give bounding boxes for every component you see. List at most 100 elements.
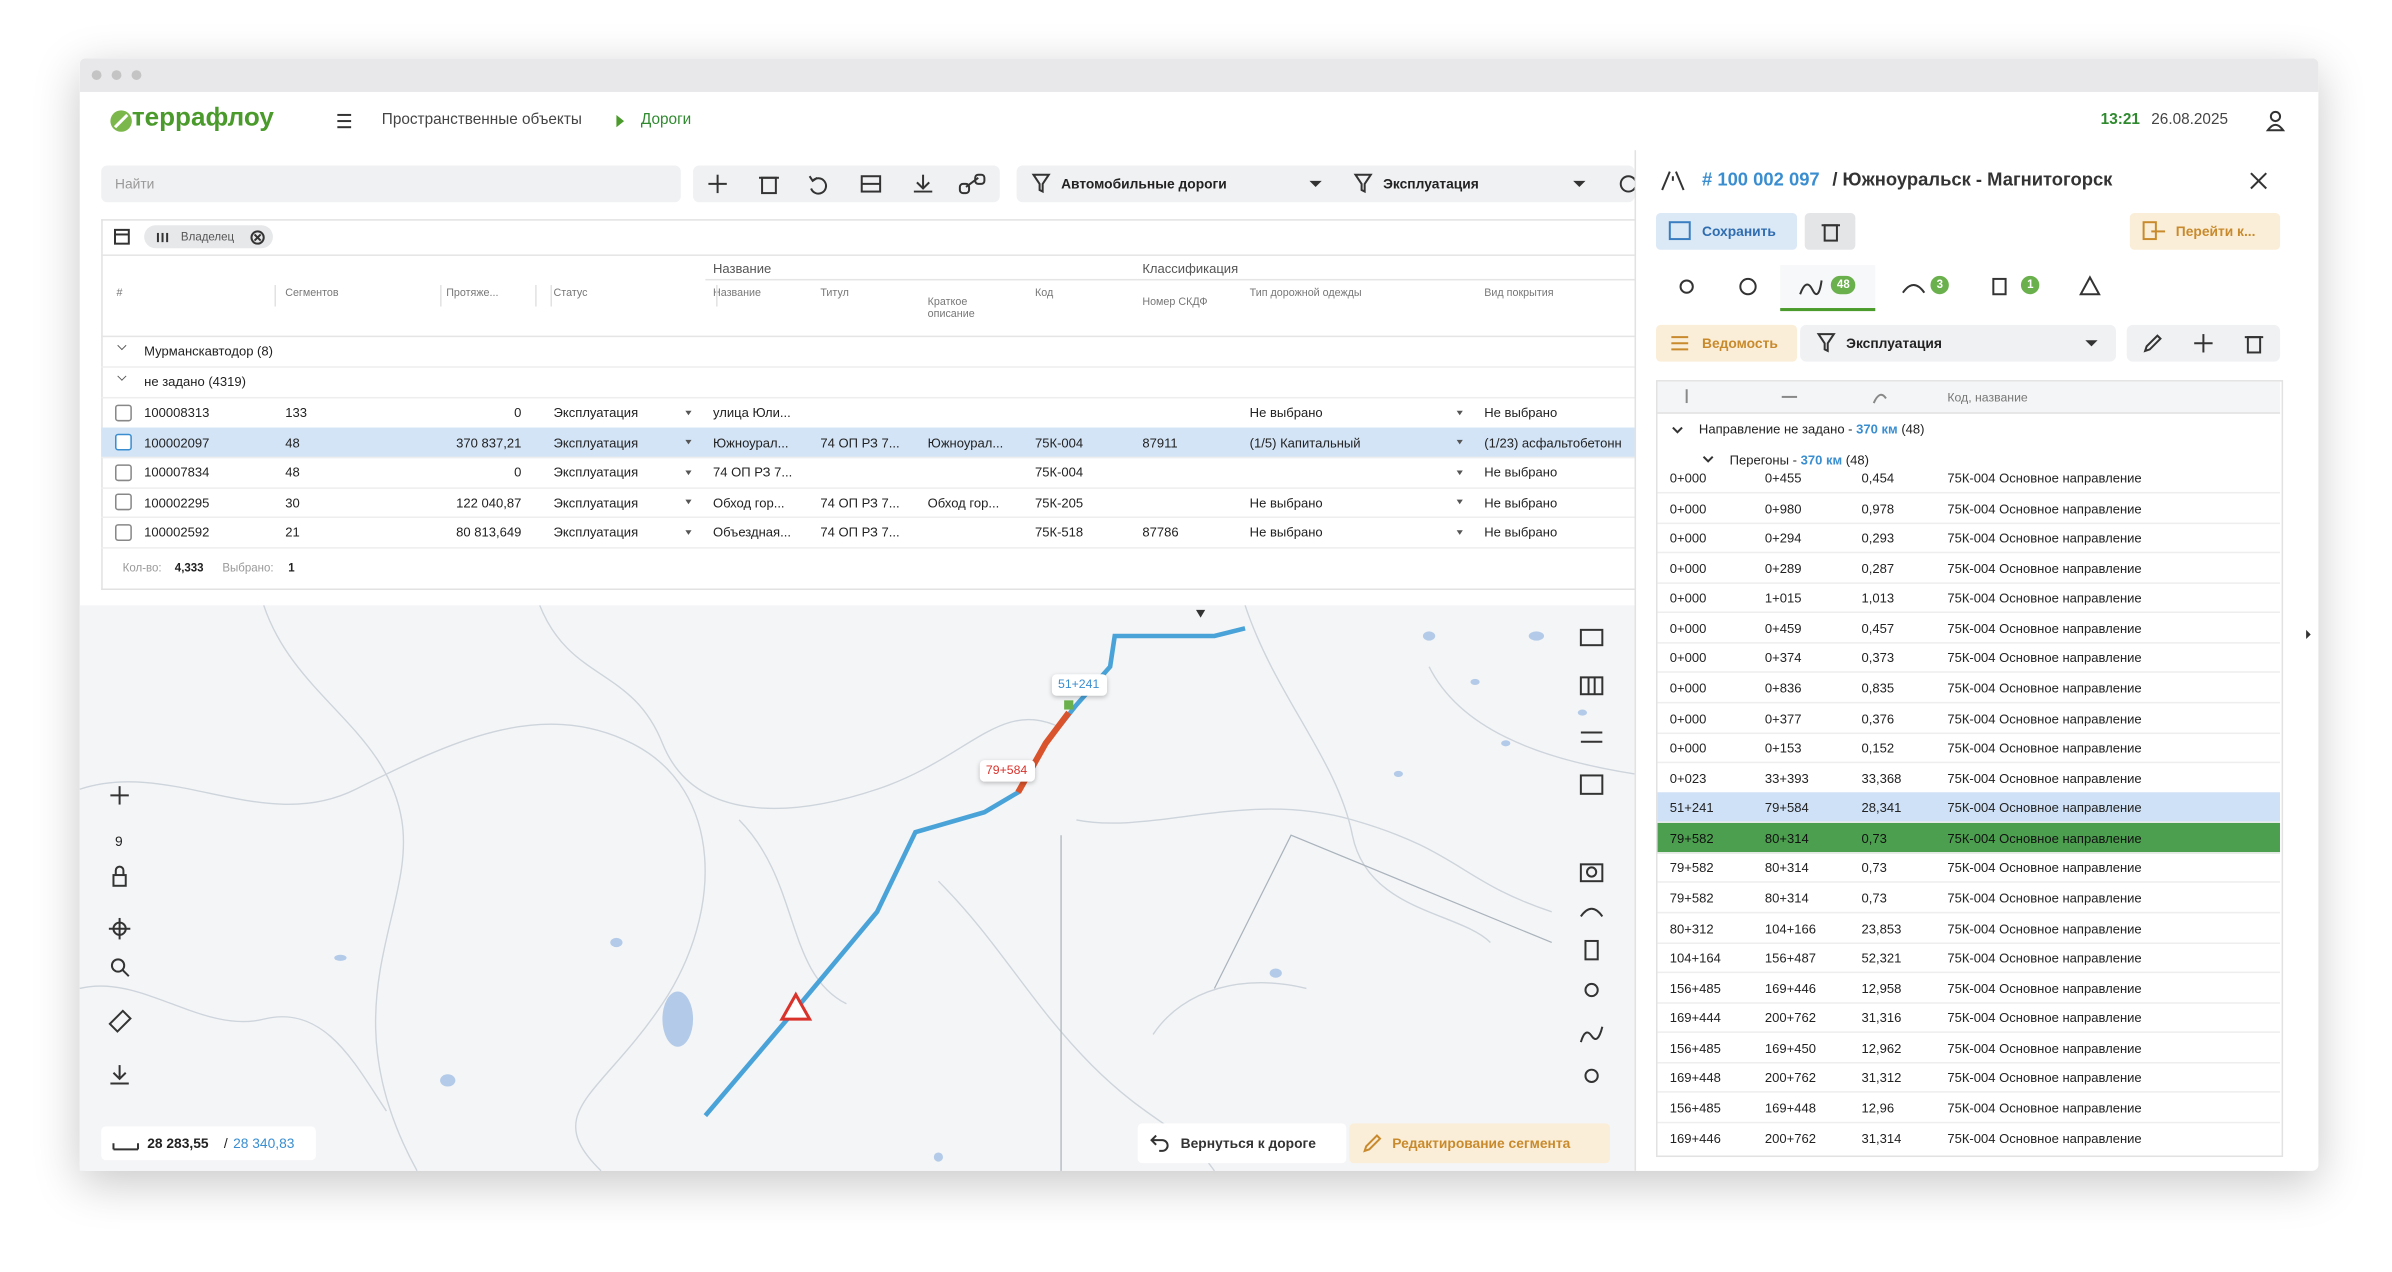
segment-row[interactable]: [1657, 673, 2281, 704]
segment-row[interactable]: [1657, 1063, 2281, 1094]
tab-icons[interactable]: [1677, 275, 2106, 296]
cell: Обход гор...: [927, 494, 1000, 511]
breadcrumb-item[interactable]: Пространственные объекты: [381, 111, 582, 129]
search-input[interactable]: [101, 165, 681, 203]
cell: Объездная...: [712, 524, 791, 541]
segment-cell: 75К-004 Основное направление: [1947, 500, 2142, 516]
segment-cell: 75К-004 Основное направление: [1947, 830, 2142, 846]
cell: 48: [285, 434, 300, 450]
segment-row[interactable]: [1657, 913, 2281, 944]
table-row[interactable]: [101, 427, 1635, 459]
row-checkbox[interactable]: [114, 493, 132, 511]
segment-row[interactable]: [1657, 943, 2281, 974]
cell: Южноурал...: [712, 434, 789, 450]
segment-row[interactable]: [1657, 703, 2281, 734]
segment-row[interactable]: [1657, 792, 2281, 824]
dropdown-arrow[interactable]: [685, 439, 692, 445]
group-row[interactable]: [101, 368, 1635, 399]
title-bar: [79, 58, 2319, 92]
map[interactable]: [79, 605, 1635, 1172]
panel-title: / Южноуральск - Магнитогорск: [1832, 168, 2113, 191]
segment-row[interactable]: [1657, 883, 2281, 914]
user-button[interactable]: [2265, 110, 2286, 132]
edit-button[interactable]: [1349, 1123, 1610, 1164]
column-header: Краткое описание: [927, 297, 975, 321]
segment-row[interactable]: [1657, 1123, 2281, 1153]
segment-row[interactable]: [1657, 1003, 2281, 1034]
segment-cell: 1,013: [1861, 590, 1895, 606]
dropdown-arrow[interactable]: [685, 530, 692, 535]
group-chevrons[interactable]: [1671, 425, 1717, 465]
table-settings[interactable]: [114, 228, 130, 245]
dropdown-arrow[interactable]: [1456, 409, 1463, 415]
segment-row[interactable]: [1657, 853, 2281, 884]
segment-row[interactable]: [1657, 493, 2281, 524]
table-row[interactable]: [101, 518, 1635, 549]
dropdown-arrow[interactable]: [685, 469, 692, 475]
dropdown-arrow[interactable]: [1456, 469, 1463, 475]
dropdown-arrow[interactable]: [685, 500, 692, 505]
dropdown-arrow[interactable]: [1456, 500, 1463, 505]
segment-cell: 0,373: [1861, 650, 1895, 666]
segment-row[interactable]: [1657, 643, 2281, 674]
breadcrumb-item[interactable]: Дороги: [640, 111, 692, 129]
segment-row[interactable]: [1657, 822, 2281, 854]
segment-cell: 0+374: [1764, 650, 1802, 666]
segment-row[interactable]: [1657, 763, 2281, 794]
row-checkbox[interactable]: [114, 433, 132, 451]
row-checkbox[interactable]: [114, 403, 132, 421]
row-checkbox[interactable]: [114, 523, 132, 541]
cell: 100008313: [144, 404, 210, 420]
filter-type[interactable]: Автомобильные дороги: [1061, 176, 1227, 192]
action-icons[interactable]: [708, 173, 986, 195]
dropdown-arrow[interactable]: [685, 409, 692, 415]
segment-cell: 75К-004 Основное направление: [1947, 950, 2142, 966]
filter-status[interactable]: Эксплуатация: [1383, 176, 1479, 192]
segment-row[interactable]: [1657, 583, 2281, 614]
segment-row[interactable]: [1657, 470, 2281, 494]
table-row[interactable]: [101, 398, 1635, 429]
segment-row[interactable]: [1657, 613, 2281, 644]
menu-button[interactable]: [337, 113, 352, 129]
road-icon: [1661, 171, 1685, 191]
segment-cell: 75К-004 Основное направление: [1947, 980, 2142, 996]
row-checkbox[interactable]: [114, 463, 132, 481]
panel-filter[interactable]: [1800, 324, 2116, 362]
column-divider: [440, 285, 442, 307]
action-group: [693, 165, 1000, 203]
segment-table: [1655, 380, 2284, 1158]
panel-toggle[interactable]: [2305, 628, 2314, 640]
segment-row[interactable]: [1657, 973, 2281, 1004]
goto-icon: [2142, 221, 2166, 241]
column-header: Вид покрытия: [1484, 288, 1554, 299]
segment-cell: 0+980: [1764, 500, 1802, 516]
dropdown-arrow[interactable]: [1456, 530, 1463, 535]
table-row[interactable]: [101, 488, 1635, 519]
close-button[interactable]: [2250, 172, 2267, 190]
segment-row[interactable]: [1657, 523, 2281, 554]
segment-row[interactable]: [1657, 1033, 2281, 1064]
cell: 21: [285, 524, 300, 541]
segment-cell: 169+450: [1764, 1040, 1816, 1056]
panel-action-icons[interactable]: [2143, 334, 2267, 354]
count-label: Кол-во:: [122, 560, 162, 575]
active-tab[interactable]: [1780, 265, 1876, 312]
map-right-controls[interactable]: [1579, 625, 1604, 1092]
segment-row[interactable]: [1657, 553, 2281, 584]
segment-cell: 0+000: [1669, 560, 1707, 576]
segment-row[interactable]: [1657, 733, 2281, 764]
dropdown-arrow[interactable]: [1456, 439, 1463, 445]
chip[interactable]: [144, 225, 273, 249]
back-button[interactable]: [1137, 1123, 1347, 1164]
segment-header-icons: [1685, 389, 1887, 404]
group-row[interactable]: [101, 337, 1635, 368]
map-left-controls[interactable]: [107, 783, 132, 1090]
segment-cell: 75К-004 Основное направление: [1947, 1130, 2142, 1146]
segment-row[interactable]: [1657, 1093, 2281, 1124]
group-text: Перегоны -: [1729, 452, 1801, 468]
table-row[interactable]: [101, 458, 1635, 489]
logo-text: террафлоу: [131, 102, 274, 132]
save-button[interactable]: [1655, 213, 1798, 250]
segment-cell: 23,853: [1861, 920, 1902, 936]
delete-button[interactable]: [1804, 213, 1856, 250]
